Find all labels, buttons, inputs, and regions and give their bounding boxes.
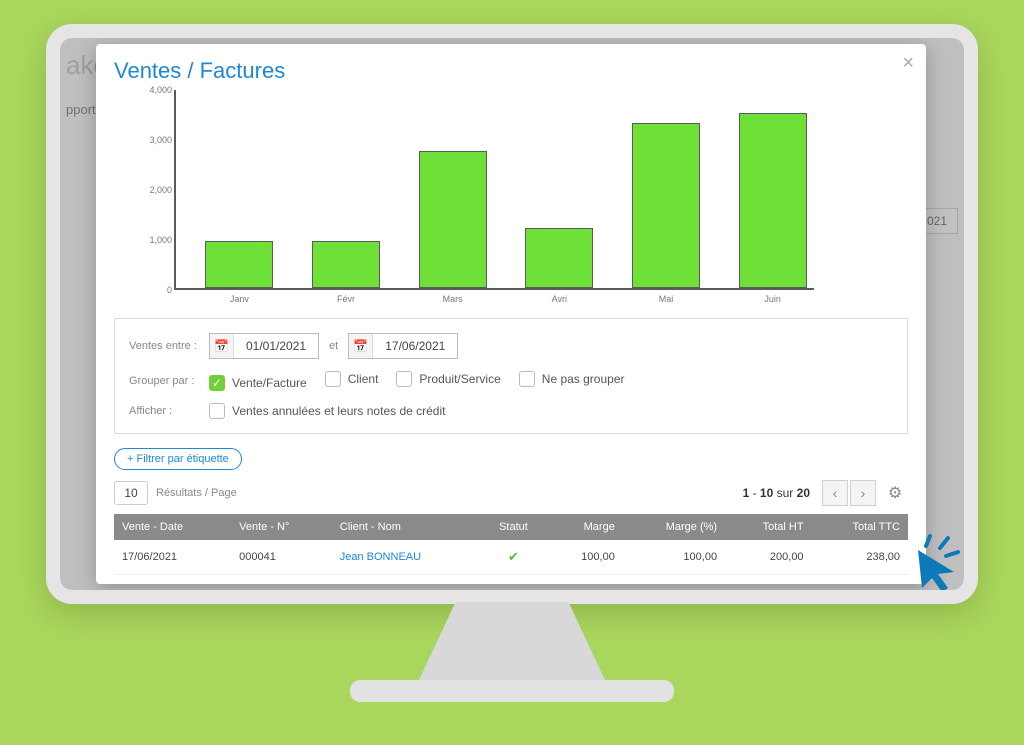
table-row[interactable]: 17/06/2021000041Jean BONNEAU✔100,00100,0… xyxy=(114,540,908,575)
checkbox-icon xyxy=(519,371,535,387)
sales-invoices-modal: × Ventes / Factures 01,0002,0003,0004,00… xyxy=(96,44,926,584)
prev-page-button[interactable]: ‹ xyxy=(822,480,848,506)
checkbox-icon: ✓ xyxy=(209,375,225,391)
gear-icon[interactable]: ⚙ xyxy=(882,480,908,506)
next-page-button[interactable]: › xyxy=(850,480,876,506)
table-header-date[interactable]: Vente - Date xyxy=(114,514,231,540)
group-option-1[interactable]: Client xyxy=(325,371,379,387)
pagination-range: 1 - 10 sur 20 xyxy=(743,486,810,500)
checkbox-icon xyxy=(396,371,412,387)
table-header-total_ht[interactable]: Total HT xyxy=(725,514,811,540)
monitor-frame: ako pports 2021 × Ventes / Factures 01,0… xyxy=(46,24,978,604)
chart-xlabel: Mars xyxy=(443,294,463,304)
sales-table: Vente - DateVente - N°Client - NomStatut… xyxy=(114,514,908,575)
table-header-num[interactable]: Vente - N° xyxy=(231,514,332,540)
chart-bar xyxy=(312,241,380,289)
chart-bar xyxy=(739,113,807,288)
table-header-client[interactable]: Client - Nom xyxy=(332,514,480,540)
filter-panel: Ventes entre : 📅 01/01/2021 et 📅 17/06/2… xyxy=(114,318,908,434)
close-icon[interactable]: × xyxy=(902,52,914,75)
chart-xlabel: Févr xyxy=(337,294,355,304)
chart-bar xyxy=(205,241,273,289)
sales-bar-chart: 01,0002,0003,0004,000 JanvFévrMarsAvriMa… xyxy=(174,90,874,300)
dates-label: Ventes entre : xyxy=(129,340,209,352)
chart-ylabel: 4,000 xyxy=(138,85,172,95)
check-icon: ✔ xyxy=(508,549,519,564)
chart-ylabel: 1,000 xyxy=(138,235,172,245)
chart-bar xyxy=(419,151,487,289)
monitor-base xyxy=(350,680,674,702)
display-cancelled-checkbox[interactable]: Ventes annulées et leurs notes de crédit xyxy=(209,403,445,419)
monitor-stand xyxy=(418,602,606,682)
date-from-input[interactable]: 📅 01/01/2021 xyxy=(209,333,319,359)
chart-xlabel: Mai xyxy=(659,294,674,304)
date-to-input[interactable]: 📅 17/06/2021 xyxy=(348,333,458,359)
chart-ylabel: 3,000 xyxy=(138,135,172,145)
table-header-marge_pct[interactable]: Marge (%) xyxy=(623,514,725,540)
table-header-marge[interactable]: Marge xyxy=(547,514,622,540)
per-page-input[interactable]: 10 xyxy=(114,481,148,505)
calendar-icon: 📅 xyxy=(210,334,234,358)
chart-xlabel: Janv xyxy=(230,294,249,304)
filter-by-tag-button[interactable]: + Filtrer par étiquette xyxy=(114,448,242,470)
chart-ylabel: 0 xyxy=(138,285,172,295)
checkbox-icon xyxy=(325,371,341,387)
chart-xlabel: Avri xyxy=(552,294,567,304)
group-label: Grouper par : xyxy=(129,375,209,387)
table-header-total_ttc[interactable]: Total TTC xyxy=(812,514,908,540)
table-header-statut[interactable]: Statut xyxy=(480,514,548,540)
chart-bar xyxy=(632,123,700,288)
chart-ylabel: 2,000 xyxy=(138,185,172,195)
group-option-2[interactable]: Produit/Service xyxy=(396,371,500,387)
date-separator: et xyxy=(329,340,338,352)
results-label: Résultats / Page xyxy=(156,487,237,499)
group-option-0[interactable]: ✓Vente/Facture xyxy=(209,375,307,391)
chart-xlabel: Juin xyxy=(764,294,781,304)
modal-title: Ventes / Factures xyxy=(114,58,908,84)
group-option-3[interactable]: Ne pas grouper xyxy=(519,371,625,387)
calendar-icon: 📅 xyxy=(349,334,373,358)
chart-bar xyxy=(525,228,593,288)
display-label: Afficher : xyxy=(129,405,209,417)
